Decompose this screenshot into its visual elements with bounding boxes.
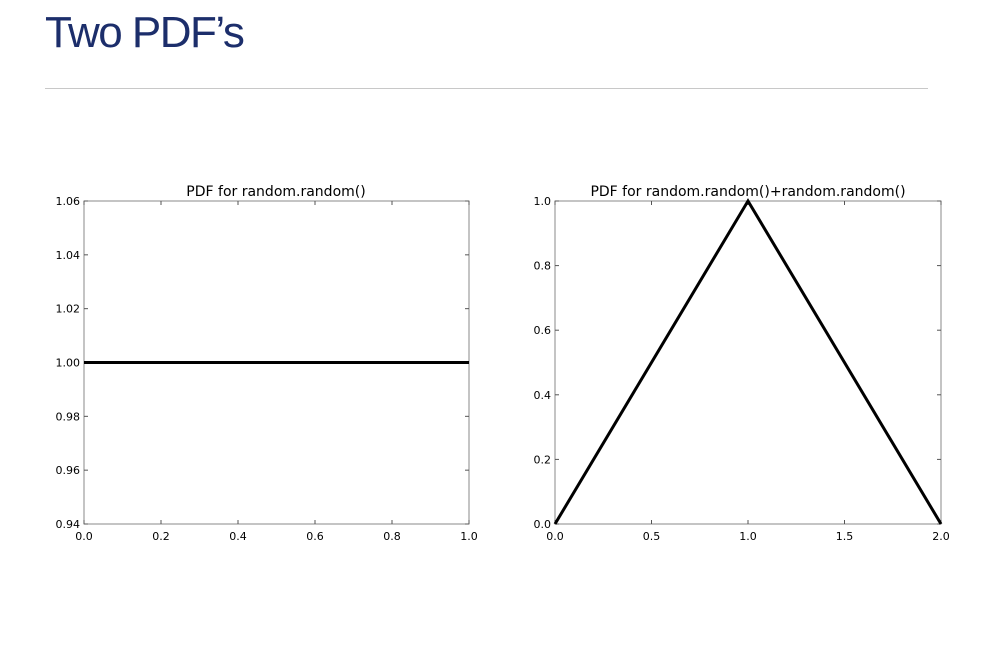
chart-sum-pdf: PDF for random.random()+random.random() … [534, 184, 950, 543]
chart-title: PDF for random.random() [186, 184, 365, 200]
x-tick-label: 1.0 [739, 530, 757, 543]
title-divider [45, 88, 928, 89]
x-tick-label: 0.6 [306, 530, 324, 543]
x-tick-label: 0.4 [229, 530, 247, 543]
chart-title: PDF for random.random()+random.random() [590, 184, 905, 200]
x-tick-label: 0.0 [546, 530, 564, 543]
x-tick-label: 0.5 [643, 530, 661, 543]
y-tick-label: 0.94 [56, 518, 81, 531]
y-tick-label: 0.4 [534, 389, 552, 402]
y-tick-label: 0.96 [56, 464, 81, 477]
chart-uniform-pdf: PDF for random.random() 0.0 0.2 0.4 0.6 0.8 1… [56, 184, 478, 543]
x-tick-label: 0.2 [152, 530, 170, 543]
y-tick-label: 1.0 [534, 195, 552, 208]
x-tick-label: 1.5 [836, 530, 854, 543]
y-tick-label: 0.98 [56, 410, 81, 423]
y-tick-label: 0.6 [534, 324, 552, 337]
y-tick-label: 1.02 [56, 303, 81, 316]
y-tick-label: 0.0 [534, 518, 552, 531]
plot-frame [554, 200, 942, 525]
y-tick-label: 1.06 [56, 195, 81, 208]
y-tick-label: 0.8 [534, 260, 552, 273]
y-tick-label: 1.00 [56, 357, 81, 370]
x-tick-label: 0.0 [75, 530, 93, 543]
x-tick-label: 2.0 [932, 530, 950, 543]
series-line [553, 198, 943, 525]
slide-title: Two PDF’s [45, 8, 245, 57]
y-tick-label: 0.2 [534, 453, 552, 466]
y-tick-label: 1.04 [56, 249, 81, 262]
x-tick-label: 1.0 [460, 530, 478, 543]
x-tick-label: 0.8 [383, 530, 401, 543]
